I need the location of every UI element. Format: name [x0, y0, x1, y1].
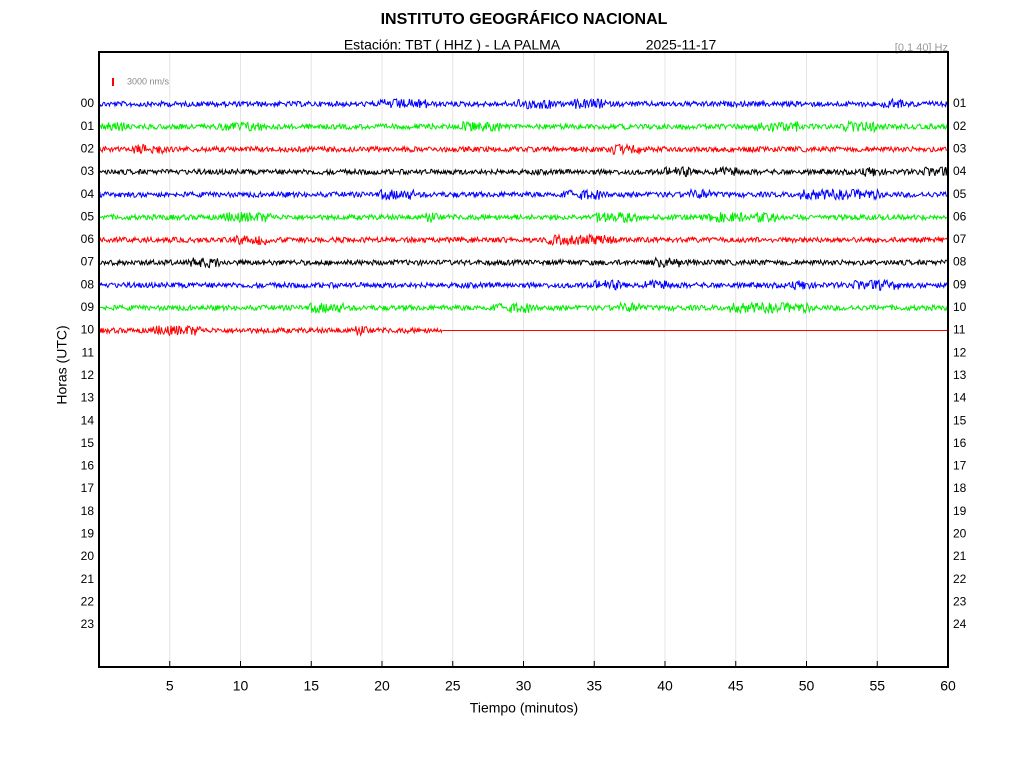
row-label-left: 15	[81, 436, 95, 450]
x-tick-label: 55	[869, 678, 885, 694]
row-label-right: 18	[953, 481, 967, 495]
station: Estación: TBT ( HHZ ) - LA PALMA	[344, 37, 561, 53]
trace	[98, 211, 949, 224]
chart-title: INSTITUTO GEOGRÁFICO NACIONAL	[381, 9, 668, 28]
row-label-left: 07	[81, 255, 95, 269]
row-label-left: 20	[81, 549, 95, 563]
x-tick-label: 10	[233, 678, 249, 694]
row-label-right: 01	[953, 96, 967, 110]
row-label-left: 05	[81, 209, 95, 223]
row-label-right: 20	[953, 527, 967, 541]
row-label-right: 11	[953, 323, 966, 337]
x-tick-label: 45	[728, 678, 744, 694]
row-label-left: 08	[81, 277, 95, 291]
row-label-right: 10	[953, 300, 967, 314]
row-label-left: 10	[81, 323, 95, 337]
x-tick-label: 20	[374, 678, 390, 694]
x-tick-label: 40	[657, 678, 673, 694]
row-label-left: 03	[81, 164, 95, 178]
trace	[98, 324, 443, 337]
row-label-right: 15	[953, 413, 967, 427]
row-label-right: 06	[953, 209, 967, 223]
row-label-left: 19	[81, 527, 95, 541]
row-label-left: 23	[81, 617, 95, 631]
row-label-left: 00	[81, 96, 95, 110]
row-label-right: 05	[953, 187, 967, 201]
row-label-left: 13	[81, 391, 95, 405]
trace	[98, 165, 949, 178]
traces	[98, 97, 949, 337]
row-label-right: 23	[953, 594, 967, 608]
row-label-left: 11	[82, 345, 95, 359]
row-label-left: 02	[81, 141, 95, 155]
row-label-right: 02	[953, 119, 967, 133]
row-label-left: 16	[81, 459, 95, 473]
x-tick-label: 5	[166, 678, 174, 694]
row-label-right: 04	[953, 164, 967, 178]
row-label-right: 19	[953, 504, 967, 518]
row-label-left: 22	[81, 594, 95, 608]
date: 2025-11-17	[646, 37, 717, 53]
trace	[98, 301, 948, 315]
x-tick-label: 30	[516, 678, 532, 694]
row-label-left: 04	[81, 187, 95, 201]
row-label-right: 07	[953, 232, 967, 246]
row-label-left: 21	[81, 572, 95, 586]
row-label-right: 09	[953, 277, 967, 291]
row-label-left: 17	[81, 481, 95, 495]
x-tick-label: 15	[303, 678, 319, 694]
row-label-left: 01	[81, 119, 95, 133]
x-tick-label: 25	[445, 678, 461, 694]
x-axis-label: Tiempo (minutos)	[470, 700, 578, 716]
row-label-left: 06	[81, 232, 95, 246]
trace	[98, 278, 949, 291]
x-tick-label: 60	[940, 678, 956, 694]
x-tick-label: 35	[586, 678, 602, 694]
row-label-right: 12	[953, 345, 967, 359]
row-label-right: 22	[953, 572, 967, 586]
row-label-right: 21	[953, 549, 967, 563]
row-label-right: 14	[953, 391, 967, 405]
row-label-right: 03	[953, 141, 967, 155]
row-label-right: 16	[953, 436, 967, 450]
x-tick-label: 50	[799, 678, 815, 694]
trace	[98, 119, 949, 134]
row-label-left: 09	[81, 300, 95, 314]
row-label-left: 18	[81, 504, 95, 518]
trace	[98, 187, 948, 201]
trace	[98, 142, 949, 156]
row-label-left: 12	[81, 368, 95, 382]
y-axis-label: Horas (UTC)	[54, 325, 70, 404]
row-label-right: 13	[953, 368, 967, 382]
row-label-right: 24	[953, 617, 967, 631]
row-label-left: 14	[81, 413, 95, 427]
trace	[98, 256, 949, 269]
scale-label: 3000 nm/s	[127, 76, 170, 86]
trace	[98, 232, 948, 247]
row-label-right: 17	[953, 459, 967, 473]
trace	[98, 97, 949, 110]
row-label-right: 08	[953, 255, 967, 269]
filter: [0.1 40] Hz	[895, 42, 948, 54]
